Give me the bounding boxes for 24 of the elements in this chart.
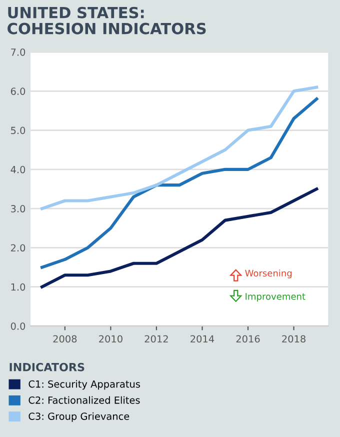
y-tick-label: 6.0 bbox=[10, 88, 26, 95]
y-tick-label: 1.0 bbox=[11, 283, 26, 291]
y-tick-label: 0.0 bbox=[10, 322, 26, 330]
y-tick-label: 7.0 bbox=[11, 48, 26, 56]
line-series bbox=[40, 97, 318, 269]
chart-title: UNITED STATES: COHESION INDICATORS bbox=[8, 6, 206, 34]
x-tick-label: 2014 bbox=[190, 335, 214, 343]
line-series bbox=[40, 86, 318, 210]
x-tick-label: 2010 bbox=[99, 335, 122, 343]
y-tick-label: 3.0 bbox=[11, 205, 26, 212]
y-tick-label: 2.0 bbox=[10, 244, 26, 252]
legend-label: C3: Group Grievance bbox=[28, 412, 130, 422]
line-series bbox=[40, 187, 318, 288]
y-tick-label: 5.0 bbox=[11, 126, 26, 134]
x-tick-label: 2008 bbox=[53, 335, 77, 343]
legend-label: C2: Factionalized Elites bbox=[28, 396, 140, 404]
annotation: Worsening bbox=[245, 270, 292, 278]
legend-title: INDICATORS bbox=[10, 362, 84, 372]
annotation: Improvement bbox=[246, 293, 306, 302]
legend-label: C1: Security Apparatus bbox=[28, 380, 140, 390]
x-tick-label: 2018 bbox=[282, 335, 306, 343]
x-tick-label: 2012 bbox=[144, 335, 168, 343]
x-tick-label: 2016 bbox=[236, 335, 260, 343]
y-tick-label: 4.0 bbox=[10, 166, 26, 174]
